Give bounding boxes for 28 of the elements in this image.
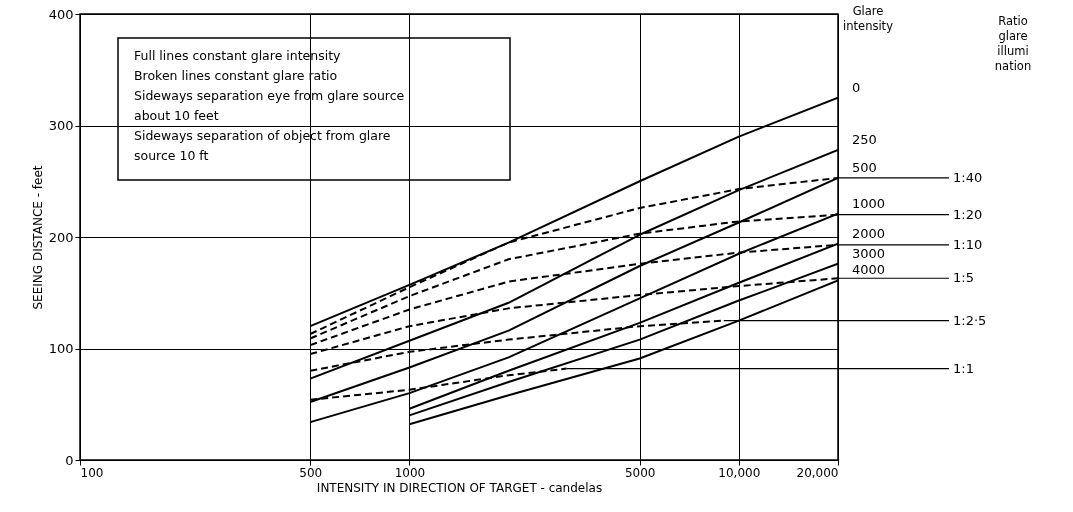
text: 1:40 xyxy=(953,169,983,185)
text: 1:2·5 xyxy=(953,312,987,328)
text: 1:5 xyxy=(953,270,974,286)
text: Glare intensity xyxy=(843,4,894,33)
series-label: 500 xyxy=(852,159,877,175)
series-label: 4000 xyxy=(852,262,886,278)
series-label: 3000 xyxy=(852,245,886,261)
y-tick-label: 200 xyxy=(48,229,74,245)
series-label: 2000 xyxy=(852,225,886,241)
y-axis-title: SEEING DISTANCE - feet xyxy=(30,165,45,310)
x-tick-label: 5000 xyxy=(624,465,656,480)
y-tick-label: 400 xyxy=(48,6,74,22)
text: 1:1 xyxy=(953,360,974,376)
y-tick-label: 0 xyxy=(65,452,74,468)
x-tick-label: 500 xyxy=(299,465,323,480)
x-tick-label: 10,000 xyxy=(718,465,761,480)
series-label: 1000 xyxy=(852,195,886,211)
text: 1:20 xyxy=(953,206,983,222)
text: Ratio glare illumination xyxy=(994,14,1032,73)
y-tick-label: 100 xyxy=(48,341,74,356)
x-tick-label: 20,000 xyxy=(796,465,839,480)
series-label: 250 xyxy=(852,132,877,148)
text: 1:10 xyxy=(953,236,983,252)
x-tick-label: 100 xyxy=(80,465,104,480)
x-tick-label: 1000 xyxy=(394,465,426,480)
x-axis-title: INTENSITY IN DIRECTION OF TARGET - candelas xyxy=(316,480,603,495)
y-tick-label: 300 xyxy=(48,118,74,133)
series-label: 0 xyxy=(852,79,861,95)
